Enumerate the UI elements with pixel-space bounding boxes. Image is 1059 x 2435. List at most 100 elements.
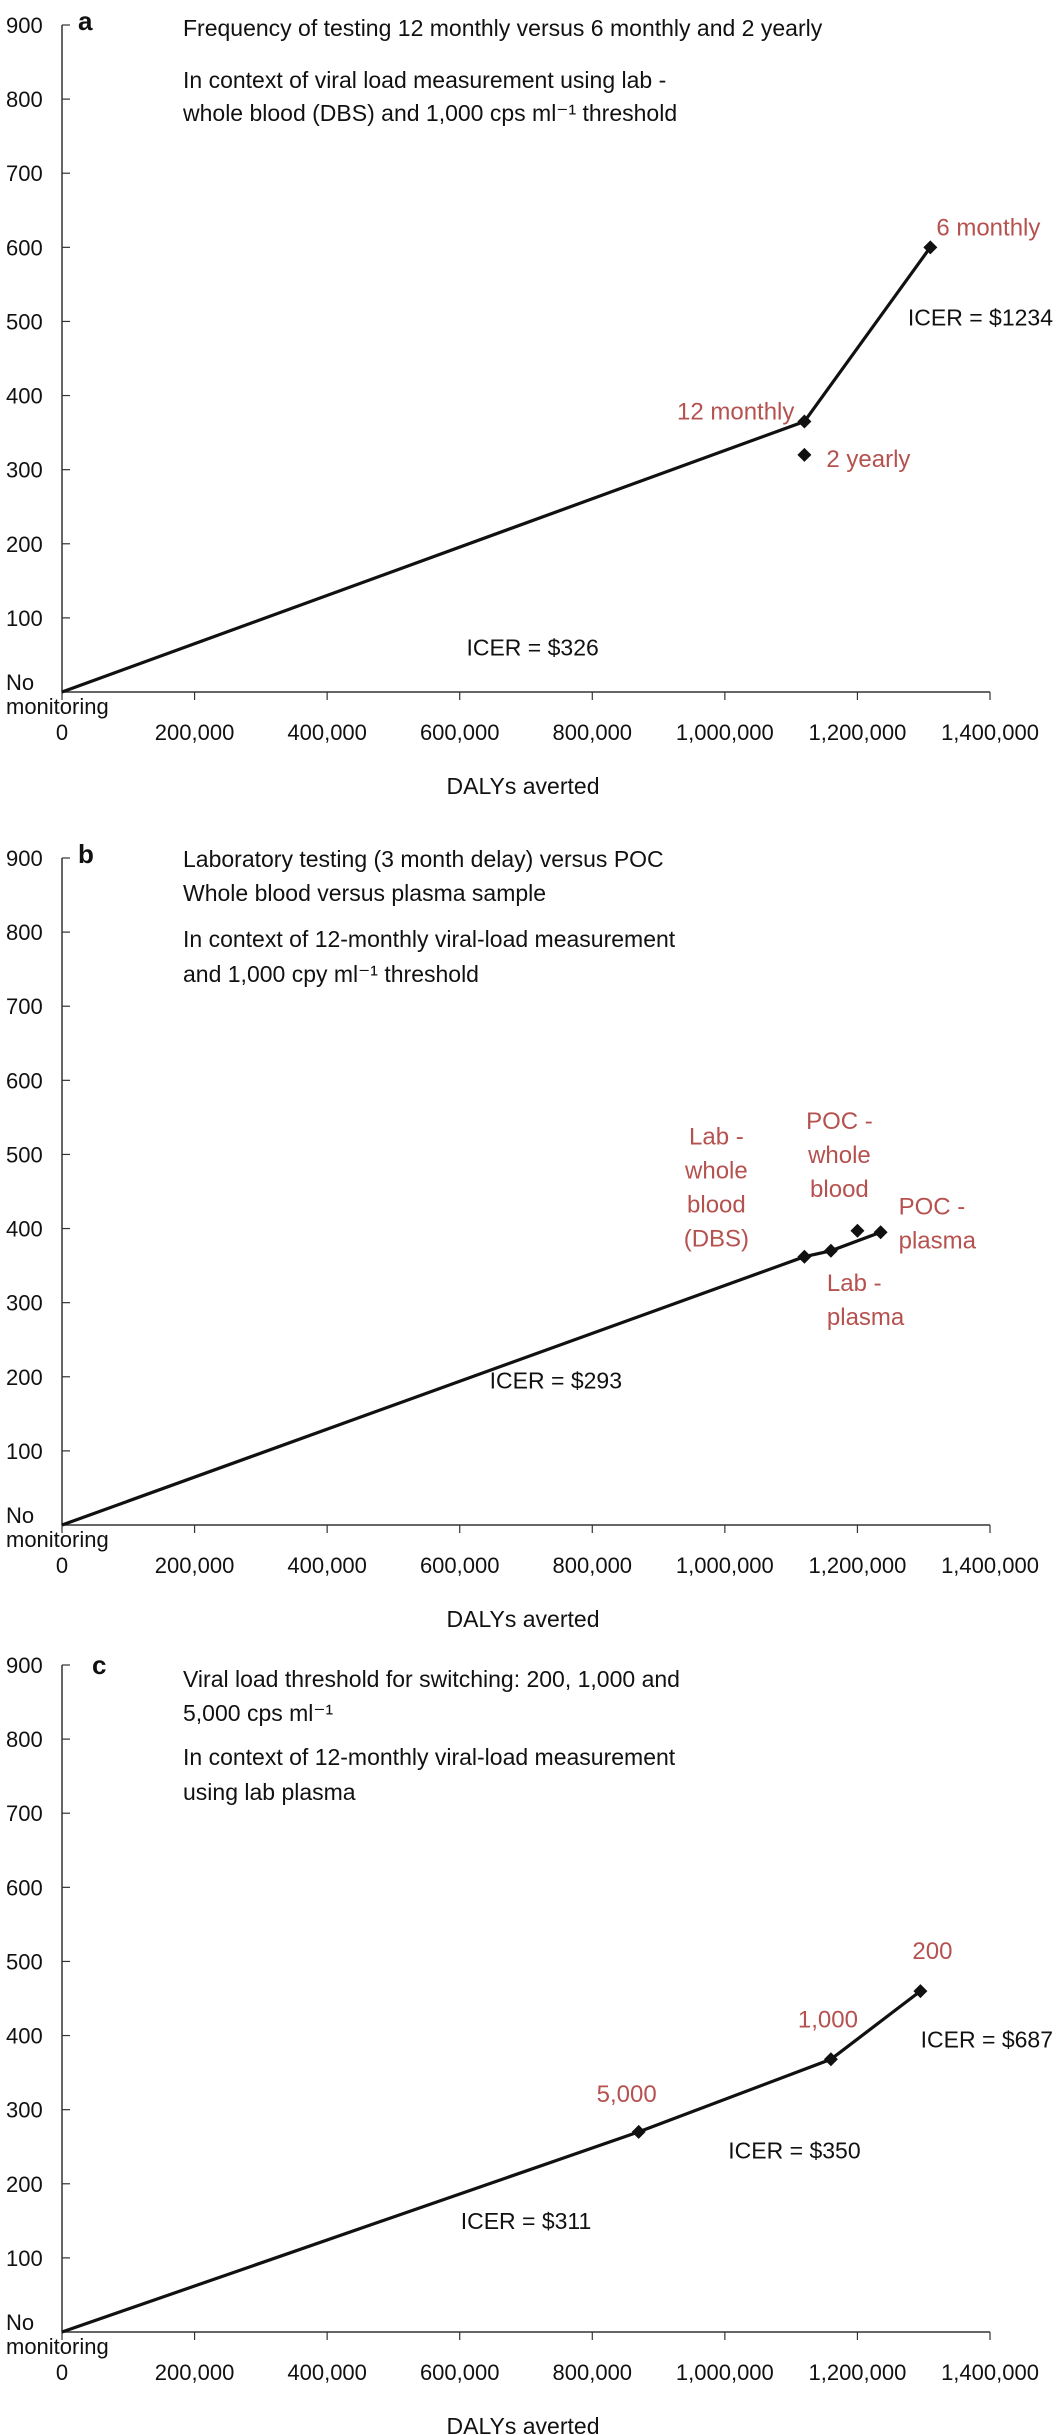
x-tick-label: 600,000 [420,1553,500,1578]
data-point-label: Lab -plasma [827,1270,905,1331]
data-point-marker [913,1984,928,1999]
y-tick-label: 400 [6,1217,43,1242]
annotation-line: Viral load threshold for switching: 200,… [183,1666,680,1692]
annotation-line: whole blood (DBS) and 1,000 cps ml⁻¹ thr… [182,100,677,126]
origin-label: No monitoring [6,670,109,719]
x-tick-label: 400,000 [287,720,367,745]
annotation-line: In context of 12-monthly viral-load meas… [183,1744,676,1770]
frontier-line [61,1989,922,2334]
data-point-marker [873,1225,888,1240]
data-point-marker [923,240,938,255]
x-tick-label: 1,000,000 [676,1553,774,1578]
y-tick-label: 800 [6,1727,43,1752]
panel-b: 100 200 300 400 500 600 700 800 900 0 200,000 400,0… [6,839,1039,1632]
x-tick-label: 800,000 [553,2360,633,2385]
frontier-line [61,1230,882,1527]
x-tick-label: 1,000,000 [676,2360,774,2385]
origin-label: No monitoring [6,2310,109,2359]
data-point-label: 6 monthly [936,214,1040,241]
y-tick-label: 800 [6,87,43,112]
panel-letter: b [78,839,94,869]
frontier-line [61,246,932,694]
data-point-label: 2 yearly [826,446,910,473]
icer-label: ICER = $293 [490,1367,622,1393]
x-tick-label: 1,000,000 [676,720,774,745]
annotation-line: and 1,000 cpy ml⁻¹ threshold [183,961,479,987]
annotation-line: In context of viral load measurement usi… [183,67,666,93]
icer-label: ICER = $311 [461,2208,592,2234]
y-tick-label: 300 [6,2098,43,2123]
annotation-line: Laboratory testing (3 month delay) versu… [183,846,664,872]
panel-a: 100 200 300 400 500 600 700 800 900 0 200,000 400,0… [6,6,1053,799]
y-tick-label: 300 [6,1291,43,1316]
y-tick-label: 100 [6,1439,43,1464]
data-point-label: POC -plasma [899,1193,977,1254]
y-tick-label: 700 [6,994,43,1019]
x-tick-label: 1,400,000 [941,2360,1039,2385]
y-tick-label: 400 [6,384,43,409]
y-tick-label: 600 [6,1875,43,1900]
y-tick-label: 700 [6,1801,43,1826]
annotation-line: using lab plasma [183,1779,356,1805]
panel-c: 100 200 300 400 500 600 700 800 900 0 200,000 400,0… [6,1650,1053,2435]
x-tick-label: 200,000 [155,2360,235,2385]
x-axis-label: DALYs averted [447,2413,600,2435]
x-tick-label: 800,000 [553,1553,633,1578]
annotation-line: Frequency of testing 12 monthly versus 6… [183,15,823,41]
y-tick-label: 900 [6,13,43,38]
x-tick-label: 1,200,000 [808,2360,906,2385]
data-point-marker [823,1243,838,1258]
x-tick-label: 600,000 [420,2360,500,2385]
data-point-label: POC -whole blood [806,1108,873,1203]
y-tick-label: 500 [6,309,43,334]
data-point-marker [797,447,812,462]
y-tick-label: 500 [6,1142,43,1167]
y-tick-label: 900 [6,1653,43,1678]
y-tick-label: 500 [6,1949,43,1974]
x-tick-label: 800,000 [553,720,633,745]
x-axis-label: DALYs averted [447,1606,600,1632]
y-tick-label: 600 [6,1068,43,1093]
icer-label: ICER = $687 [921,2026,1053,2052]
data-point-label: Lab -whole blood (DBS) [684,1124,749,1253]
icer-label: ICER = $326 [466,635,598,661]
y-tick-label: 100 [6,606,43,631]
x-tick-label: 200,000 [155,720,235,745]
data-point-label: 5,000 [597,2081,657,2108]
x-tick-label: 400,000 [287,2360,367,2385]
x-tick-label: 600,000 [420,720,500,745]
data-point-marker [823,2052,838,2067]
origin-label: No monitoring [6,1503,109,1552]
x-tick-label: 1,200,000 [808,720,906,745]
y-tick-label: 200 [6,1365,43,1390]
y-tick-label: 300 [6,458,43,483]
annotation-line: In context of 12-monthly viral-load meas… [183,926,676,952]
x-tick-label: 0 [56,2360,68,2385]
x-axis-label: DALYs averted [447,773,600,799]
icer-label: ICER = $350 [728,2137,860,2163]
x-tick-label: 1,400,000 [941,720,1039,745]
data-point-marker [797,1249,812,1264]
data-point-label: 200 [912,1938,952,1965]
y-tick-label: 100 [6,2246,43,2271]
y-tick-label: 200 [6,2172,43,2197]
x-tick-label: 400,000 [287,1553,367,1578]
data-point-label: 1,000 [798,2006,858,2033]
panel-letter: a [78,6,93,36]
y-tick-label: 800 [6,920,43,945]
data-point-label: 12 monthly [677,398,794,425]
data-point-marker [850,1223,865,1238]
panel-letter: c [92,1650,106,1680]
y-tick-label: 900 [6,846,43,871]
y-tick-label: 400 [6,2024,43,2049]
icer-label: ICER = $1234 [908,305,1053,331]
x-tick-label: 1,200,000 [808,1553,906,1578]
data-point-marker [631,2124,646,2139]
x-tick-label: 0 [56,720,68,745]
annotation-line: Whole blood versus plasma sample [183,880,546,906]
x-tick-label: 200,000 [155,1553,235,1578]
y-tick-label: 700 [6,161,43,186]
data-point-marker [797,414,812,429]
x-tick-label: 1,400,000 [941,1553,1039,1578]
